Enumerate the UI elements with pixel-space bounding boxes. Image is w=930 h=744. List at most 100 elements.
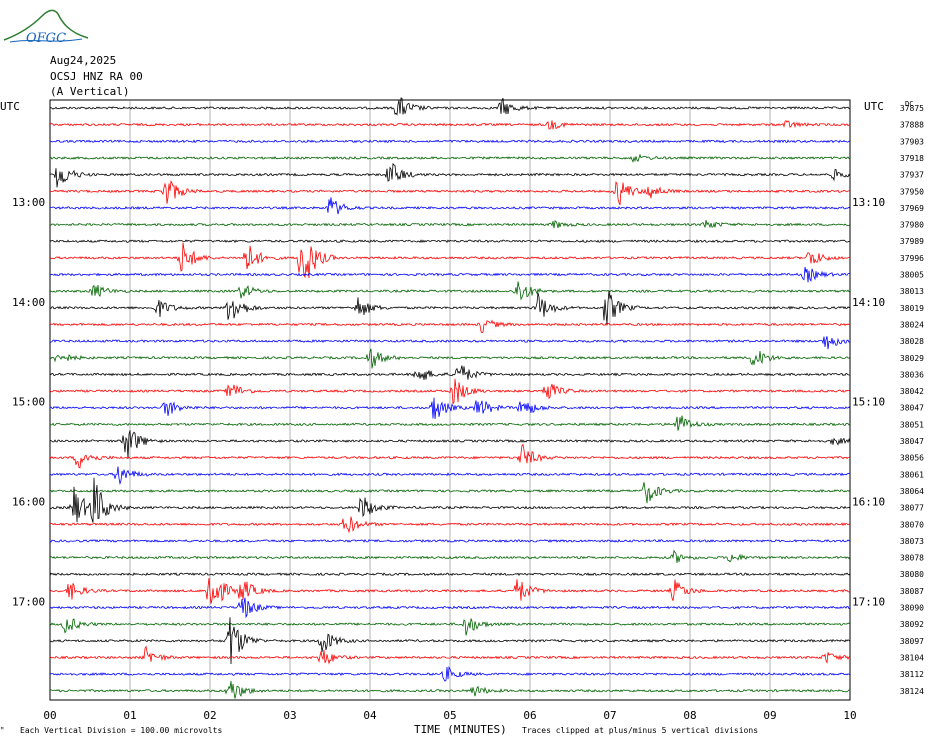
trace-row-18 (50, 397, 851, 420)
dc-offset-label: 38073 (900, 537, 924, 546)
x-tick-label: 00 (43, 709, 56, 722)
trace-row-15 (49, 348, 851, 369)
dc-offset-label: 38019 (900, 304, 924, 313)
trace-row-7 (49, 220, 851, 229)
trace-row-26 (49, 538, 851, 543)
trace-row-11 (49, 281, 851, 301)
trace-row-24 (49, 477, 851, 523)
dc-offset-label: 38070 (900, 520, 924, 529)
trace-row-29 (49, 577, 851, 604)
dc-offset-label: 38047 (900, 437, 924, 446)
trace-row-19 (49, 415, 851, 431)
dc-offset-label: 38005 (900, 271, 924, 280)
x-tick-label: 09 (763, 709, 776, 722)
trace-row-31 (49, 618, 851, 636)
dc-offset-label: 38029 (900, 354, 924, 363)
dc-offset-label: 38092 (900, 620, 924, 629)
station-label: OCSJ HNZ RA 00 (50, 70, 143, 83)
dc-offset-label: 38061 (900, 470, 924, 479)
dc-offset-label: 38087 (900, 587, 924, 596)
dc-offset-label: 38051 (900, 420, 924, 429)
x-tick-label: 04 (363, 709, 377, 722)
dc-offset-label: 37888 (900, 121, 924, 130)
trace-row-28 (49, 572, 851, 577)
trace-row-33 (49, 645, 851, 665)
logo-text: OFGC (26, 31, 66, 46)
trace-row-0 (49, 97, 851, 116)
scale-note: Each Vertical Division = 100.00 microvol… (20, 726, 223, 735)
trace-row-3 (50, 153, 851, 163)
trace-row-4 (49, 162, 851, 188)
trace-row-16 (49, 365, 851, 380)
trace-row-5 (49, 179, 851, 206)
x-tick-label: 10 (843, 709, 856, 722)
x-tick-label: 03 (283, 709, 296, 722)
dc-offset-label: 37996 (900, 254, 924, 263)
trace-row-30 (49, 597, 851, 619)
right-time-label: 17:10 (852, 596, 885, 609)
dc-offset-label: 38080 (900, 570, 924, 579)
ofgc-logo: OFGC (2, 4, 92, 50)
dc-offset-label: 38013 (900, 287, 924, 296)
dc-offset-label: 37969 (900, 204, 924, 213)
trace-row-1 (49, 119, 851, 130)
dc-offset-label: 38024 (900, 320, 924, 329)
left-time-label: 17:00 (12, 596, 45, 609)
corner-mark: ᴹ (0, 726, 5, 734)
dc-offset-label: 38056 (900, 454, 924, 463)
trace-row-32 (49, 617, 851, 665)
trace-row-8 (49, 239, 850, 244)
dc-offset-label: 38090 (900, 604, 924, 613)
date-label: Aug24,2025 (50, 54, 117, 67)
dc-offset-label: 38036 (900, 370, 924, 379)
left-time-label: 13:00 (12, 196, 45, 209)
dc-offset-label: 38124 (900, 687, 924, 696)
dc-offset-label: 38047 (900, 404, 924, 413)
dc-offset-label: 37903 (900, 137, 924, 146)
right-utc-label: UTC (864, 100, 884, 113)
x-tick-label: 08 (683, 709, 696, 722)
left-time-label: 16:00 (12, 496, 45, 509)
dc-offset-label: 38104 (900, 653, 924, 662)
dc-offset-label: 38064 (900, 487, 924, 496)
trace-row-22 (49, 466, 850, 486)
x-axis-title: TIME (MINUTES) (414, 723, 507, 736)
right-time-label: 14:10 (852, 296, 885, 309)
trace-row-13 (49, 319, 851, 334)
dc-offset-label: 37950 (900, 187, 924, 196)
trace-row-9 (49, 242, 851, 279)
x-tick-label: 02 (203, 709, 216, 722)
left-time-label: 15:00 (12, 396, 45, 409)
dc-offset-label: 37918 (900, 154, 924, 163)
x-tick-label: 06 (523, 709, 536, 722)
x-tick-label: 07 (603, 709, 616, 722)
dc-header-label: DC (905, 100, 913, 108)
dc-offset-label: 37980 (900, 221, 924, 230)
trace-row-35 (49, 680, 850, 699)
trace-row-20 (49, 430, 851, 459)
left-utc-label: UTC (0, 100, 20, 113)
dc-offset-label: 37989 (900, 237, 924, 246)
trace-row-2 (49, 139, 851, 144)
left-time-label: 14:00 (12, 296, 45, 309)
dc-offset-label: 38042 (900, 387, 924, 396)
x-tick-label: 01 (123, 709, 136, 722)
trace-row-21 (49, 443, 851, 469)
trace-row-34 (49, 666, 851, 682)
trace-row-25 (49, 516, 851, 534)
component-label: (A Vertical) (50, 85, 130, 98)
trace-row-14 (49, 336, 851, 350)
trace-row-6 (49, 197, 851, 215)
trace-row-10 (49, 266, 851, 283)
dc-offset-label: 38112 (900, 670, 924, 679)
dc-offset-label: 38078 (900, 554, 924, 563)
right-time-label: 15:10 (852, 396, 885, 409)
trace-row-17 (49, 378, 851, 405)
dc-offset-label: 37875 (900, 104, 924, 113)
x-tick-label: 05 (443, 709, 456, 722)
trace-row-27 (49, 549, 851, 563)
dc-offset-label: 38077 (900, 504, 924, 513)
dc-offset-label: 38097 (900, 637, 924, 646)
right-time-label: 16:10 (852, 496, 885, 509)
